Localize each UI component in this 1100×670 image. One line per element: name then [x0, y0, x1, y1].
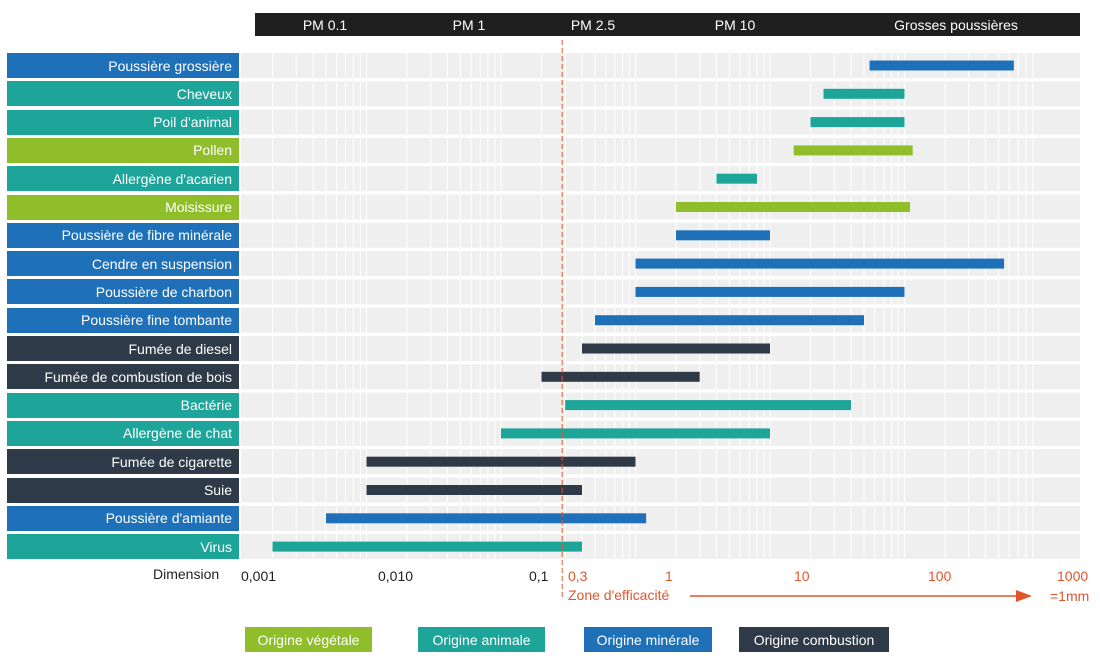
category-label: Poussière grossière [7, 53, 239, 78]
range-bar [272, 541, 582, 552]
unit-label: =1mm [1050, 588, 1090, 604]
plot-row-background [241, 109, 1080, 135]
efficiency-zone-label: Zone d'efficacité [568, 587, 670, 603]
efficiency-arrow-head [1016, 590, 1032, 602]
pm-label-pm1: PM 1 [452, 17, 486, 33]
range-bar [869, 60, 1014, 71]
range-bar [595, 315, 865, 326]
range-bar [635, 286, 905, 297]
range-bar [793, 145, 913, 156]
category-label: Poussière fine tombante [7, 307, 239, 333]
x-tick-label: 10 [794, 568, 810, 584]
category-label: Poussière d'amiante [7, 505, 239, 531]
range-bar [541, 371, 700, 382]
range-bar [565, 400, 851, 411]
pm-label-pm10: PM 10 [714, 17, 756, 33]
x-tick-label: 1 [665, 568, 673, 584]
range-bar [675, 202, 911, 212]
range-bar [326, 513, 647, 524]
category-label: Poussière de charbon [7, 279, 239, 305]
legend-vegetal: Origine végétale [245, 627, 372, 652]
pm-size-header: PM 0.1 PM 1 PM 2.5 PM 10 Grosses poussiè… [255, 13, 1080, 36]
legend-mineral-label: Origine minérale [596, 631, 700, 648]
category-label: Cendre en suspension [7, 251, 239, 277]
pm-label-pm25: PM 2.5 [570, 17, 616, 33]
x-tick-label: 1000 [1057, 568, 1089, 584]
legend-combustion-label: Origine combustion [753, 631, 875, 648]
category-label: Suie [7, 477, 239, 503]
category-label: Bactérie [7, 392, 239, 418]
plot-row-background [241, 222, 1080, 248]
category-label: Cheveux [7, 81, 239, 107]
category-label: Fumée de cigarette [7, 449, 239, 475]
range-bar [581, 343, 770, 354]
x-axis-label: Dimension [153, 566, 220, 582]
x-tick-label: 0,001 [241, 568, 277, 584]
plot-row-background [241, 137, 1080, 163]
category-label: Poil d'animal [7, 109, 239, 135]
plot-row-background [241, 194, 1080, 220]
legend-combustion: Origine combustion [739, 627, 889, 652]
x-tick-label: 0,3 [568, 568, 588, 584]
category-label: Moisissure [7, 194, 239, 220]
pm-label-coarse: Grosses poussières [894, 17, 1018, 33]
category-label: Virus [7, 534, 239, 560]
range-bar [501, 428, 770, 439]
x-tick-label: 0,1 [529, 568, 549, 584]
category-label: Allergène d'acarien [7, 166, 239, 192]
legend-animal-label: Origine animale [432, 631, 531, 648]
range-bar [810, 117, 905, 128]
range-bar [366, 485, 582, 495]
range-bar [366, 456, 636, 467]
plot-row-background [241, 166, 1080, 192]
category-label: Poussière de fibre minérale [7, 222, 239, 248]
category-label: Pollen [7, 137, 239, 163]
range-bar [716, 173, 757, 184]
range-bar [635, 258, 1005, 269]
legend-mineral: Origine minérale [584, 627, 712, 652]
legend-animal: Origine animale [418, 627, 545, 652]
plot-row-background [241, 81, 1080, 107]
category-label: Fumée de diesel [7, 336, 239, 361]
range-bar [675, 230, 770, 241]
legend-vegetal-label: Origine végétale [257, 631, 360, 648]
pm-label-pm01: PM 0.1 [302, 17, 348, 33]
x-tick-label: 100 [928, 568, 952, 584]
category-label: Allergène de chat [7, 420, 239, 446]
range-bar [823, 88, 905, 99]
category-label: Fumée de combustion de bois [7, 364, 239, 390]
x-tick-label: 0,010 [378, 568, 414, 584]
